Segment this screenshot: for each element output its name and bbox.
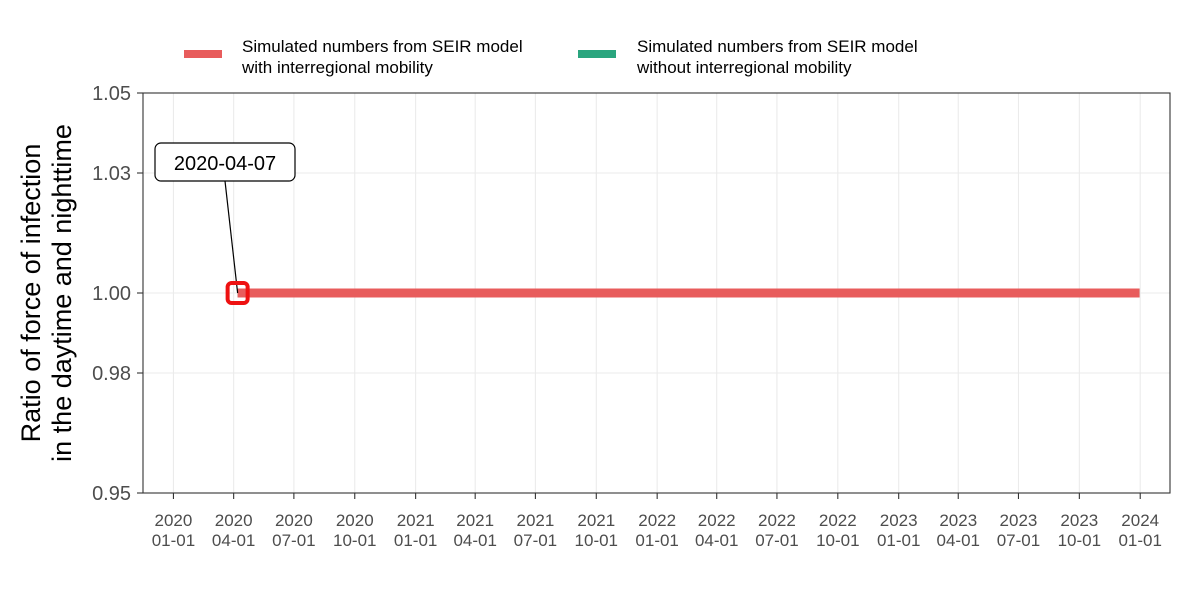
x-tick-label: 2022 10-01 (816, 511, 859, 550)
y-tick-label: 0.98 (92, 363, 131, 385)
x-tick-label: 2023 04-01 (937, 511, 980, 550)
x-tick-label: 2023 01-01 (877, 511, 920, 550)
legend-key-with-mobility (184, 50, 222, 58)
x-tick-label: 2020 01-01 (152, 511, 195, 550)
x-tick-label: 2021 04-01 (453, 511, 496, 550)
annotation-leader-line (224, 180, 239, 294)
annotation-marker (225, 281, 250, 305)
x-tick-label: 2024 01-01 (1118, 511, 1161, 550)
y-axis-title: Ratio of force of infectionin the daytim… (16, 124, 77, 462)
x-axis: 2020 01-01 2020 04-01 2020 07-01 2020 10-01 2021… (152, 493, 1162, 550)
legend-label-without-mobility: Simulated numbers from SEIR model without… (636, 37, 918, 77)
legend-key-without-mobility (578, 50, 616, 58)
y-tick-label: 1.05 (92, 83, 131, 105)
x-tick-label: 2020 07-01 (272, 511, 315, 550)
y-axis: 0.95 0.98 1.00 1.03 1.05 (92, 83, 143, 505)
y-tick-label: 0.95 (92, 483, 131, 505)
x-tick-label: 2022 07-01 (755, 511, 798, 550)
x-tick-label: 2022 01-01 (635, 511, 678, 550)
x-tick-label: 2020 10-01 (333, 511, 376, 550)
y-tick-label: 1.03 (92, 163, 131, 185)
x-tick-label: 2023 07-01 (997, 511, 1040, 550)
annotation-label-box (154, 142, 296, 182)
annotation: 2020-04-07 (154, 142, 296, 305)
annotation-label: 2020-04-07 (174, 153, 276, 175)
x-tick-label: 2021 07-01 (514, 511, 557, 550)
y-tick-label: 1.00 (92, 283, 131, 305)
x-tick-label: 2021 01-01 (394, 511, 437, 550)
x-tick-label: 2020 04-01 (212, 511, 255, 550)
x-tick-label: 2021 10-01 (575, 511, 618, 550)
legend: Simulated numbers from SEIR model with in… (184, 37, 918, 77)
legend-label-with-mobility: Simulated numbers from SEIR model with in… (241, 37, 523, 77)
x-tick-label: 2022 04-01 (695, 511, 738, 550)
y-axis-title-text: Ratio of force of infectionin the daytim… (16, 124, 77, 462)
x-tick-label: 2023 10-01 (1058, 511, 1101, 550)
